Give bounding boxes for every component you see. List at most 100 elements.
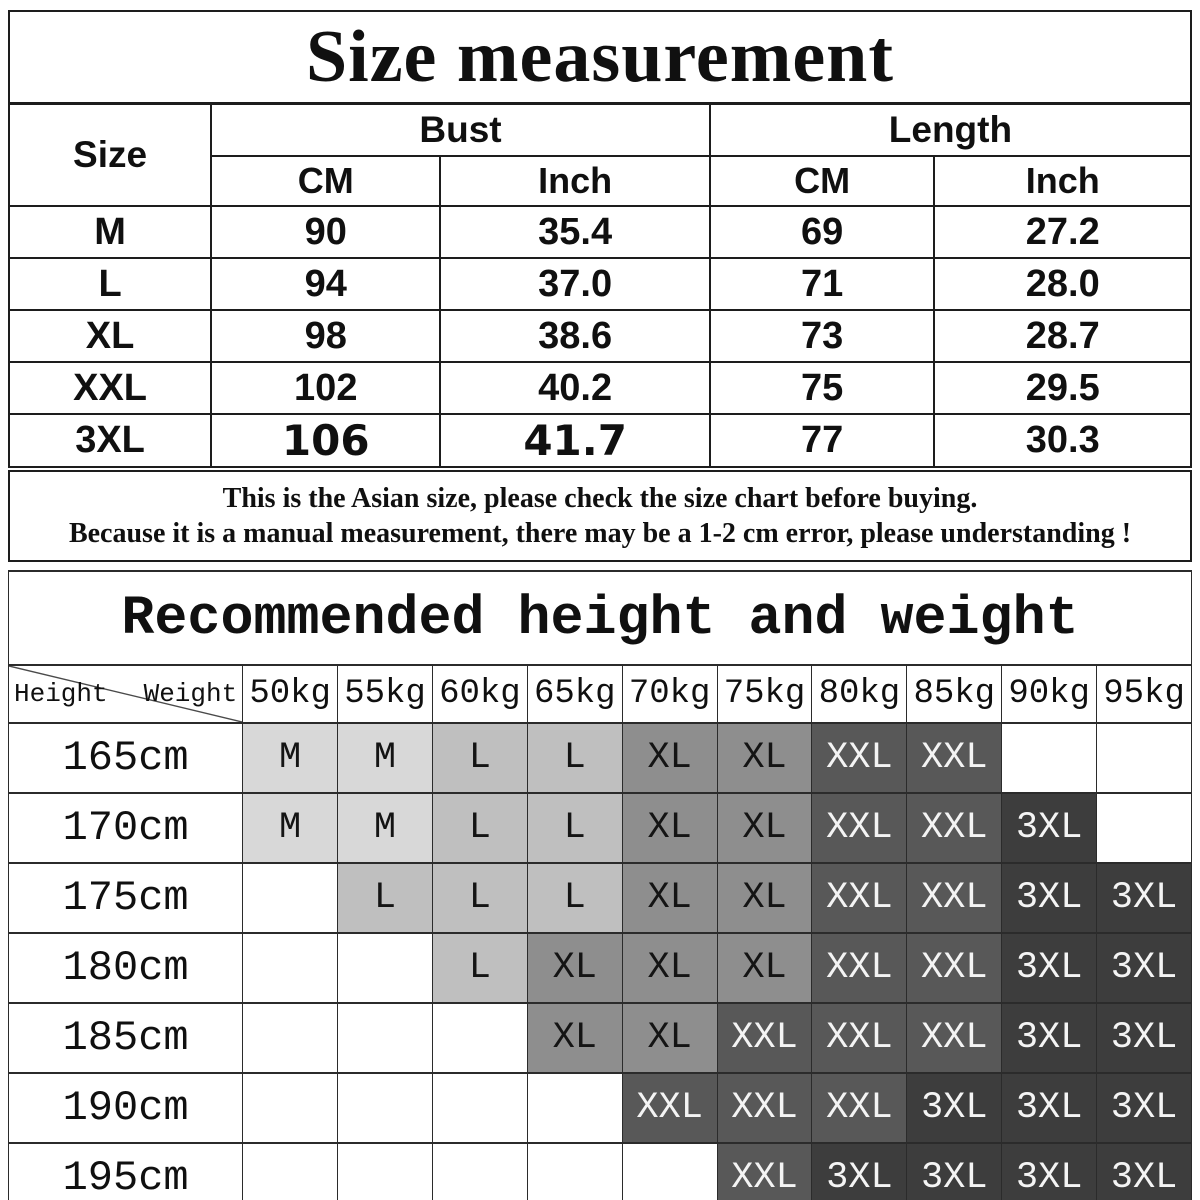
matrix-empty-cell bbox=[337, 1142, 433, 1200]
measurement-value-cell: 28.7 bbox=[933, 309, 1192, 363]
header-row-units: CM Inch CM Inch bbox=[9, 155, 1192, 207]
matrix-empty-cell bbox=[337, 932, 433, 1004]
matrix-size-cell: XXL bbox=[906, 932, 1003, 1004]
size-label-cell: 3XL bbox=[7, 413, 213, 468]
matrix-empty-cell bbox=[526, 1072, 623, 1144]
matrix-size-cell: XXL bbox=[716, 1142, 813, 1200]
size-table-row: M 90 35.4 69 27.2 bbox=[7, 205, 1192, 259]
measurement-value-cell: 75 bbox=[708, 361, 936, 415]
measurement-value-cell: 41.7 bbox=[439, 413, 711, 468]
matrix-size-cell: M bbox=[242, 792, 339, 864]
matrix-size-cell: XXL bbox=[906, 1002, 1003, 1074]
matrix-empty-cell bbox=[1096, 722, 1192, 794]
bust-cm-subheader: CM bbox=[210, 155, 442, 207]
matrix-size-cell: M bbox=[242, 722, 339, 794]
size-table-row: L 94 37.0 71 28.0 bbox=[7, 257, 1192, 311]
measurement-value-cell: 30.3 bbox=[933, 413, 1192, 468]
measurement-value-cell: 98 bbox=[210, 309, 442, 363]
matrix-row: 175cm L L L XL XL XXL XXL 3XL 3XL bbox=[7, 862, 1192, 934]
height-label-cell: 175cm bbox=[7, 862, 244, 934]
recommended-title-row: Recommended height and weight bbox=[8, 570, 1192, 666]
length-inch-subheader: Inch bbox=[933, 155, 1192, 207]
matrix-size-cell: XL bbox=[716, 722, 813, 794]
header-row-groups: Size Bust Length bbox=[7, 102, 1193, 207]
matrix-size-cell: 3XL bbox=[1096, 1072, 1192, 1144]
measurement-value-cell: 69 bbox=[708, 205, 936, 259]
matrix-size-cell: XXL bbox=[716, 1002, 813, 1074]
size-table-row: XL 98 38.6 73 28.7 bbox=[7, 309, 1192, 363]
matrix-empty-cell bbox=[242, 862, 339, 934]
matrix-empty-cell bbox=[431, 1072, 528, 1144]
matrix-size-cell: XL bbox=[716, 862, 813, 934]
matrix-size-cell: 3XL bbox=[1096, 932, 1192, 1004]
matrix-size-cell: XL bbox=[526, 932, 623, 1004]
matrix-row: 195cm XXL 3XL 3XL 3XL 3XL bbox=[7, 1142, 1192, 1200]
measurement-value-cell: 106 bbox=[210, 413, 442, 468]
height-weight-corner-cell: Height Weight bbox=[7, 664, 244, 724]
matrix-size-cell: L bbox=[526, 722, 623, 794]
matrix-size-cell: XL bbox=[621, 722, 718, 794]
title-row: Size measurement bbox=[8, 10, 1192, 105]
matrix-size-cell: XXL bbox=[811, 862, 908, 934]
matrix-size-cell: XXL bbox=[906, 792, 1003, 864]
matrix-size-cell: 3XL bbox=[1096, 1142, 1192, 1200]
matrix-size-cell: XXL bbox=[906, 862, 1003, 934]
size-label-cell: L bbox=[7, 257, 213, 311]
matrix-size-cell: L bbox=[431, 862, 528, 934]
matrix-size-cell: XXL bbox=[811, 932, 908, 1004]
matrix-row: 170cm M M L L XL XL XXL XXL 3XL bbox=[7, 792, 1192, 864]
matrix-size-cell: XL bbox=[621, 932, 718, 1004]
height-label-cell: 185cm bbox=[7, 1002, 244, 1074]
matrix-size-cell: 3XL bbox=[1001, 1142, 1098, 1200]
weight-header-cell: 90kg bbox=[1001, 664, 1098, 724]
matrix-row: 185cm XL XL XXL XXL XXL 3XL 3XL bbox=[7, 1002, 1192, 1074]
matrix-size-cell: XXL bbox=[811, 1072, 908, 1144]
height-label-cell: 190cm bbox=[7, 1072, 244, 1144]
matrix-size-cell: M bbox=[337, 722, 433, 794]
matrix-size-cell: L bbox=[431, 932, 528, 1004]
matrix-size-cell: 3XL bbox=[906, 1142, 1003, 1200]
matrix-empty-cell bbox=[242, 1002, 339, 1074]
matrix-size-cell: L bbox=[526, 862, 623, 934]
matrix-size-cell: 3XL bbox=[1001, 792, 1098, 864]
matrix-size-cell: XL bbox=[621, 862, 718, 934]
matrix-empty-cell bbox=[431, 1142, 528, 1200]
weight-header-cell: 65kg bbox=[526, 664, 623, 724]
weight-header-cell: 85kg bbox=[906, 664, 1003, 724]
length-cm-subheader: CM bbox=[708, 155, 936, 207]
measurement-value-cell: 73 bbox=[708, 309, 936, 363]
measurement-value-cell: 28.0 bbox=[933, 257, 1192, 311]
height-label-cell: 195cm bbox=[7, 1142, 244, 1200]
matrix-size-cell: XL bbox=[716, 792, 813, 864]
size-measurement-table: Size measurement Size Bust Length CM Inc… bbox=[7, 10, 1193, 468]
recommended-title: Recommended height and weight bbox=[8, 570, 1192, 666]
matrix-size-cell: XL bbox=[621, 792, 718, 864]
matrix-empty-cell bbox=[526, 1142, 623, 1200]
height-label-cell: 165cm bbox=[7, 722, 244, 794]
height-axis-label: Height bbox=[14, 679, 108, 709]
matrix-size-cell: L bbox=[526, 792, 623, 864]
matrix-row: 190cm XXL XXL XXL 3XL 3XL 3XL bbox=[7, 1072, 1192, 1144]
matrix-size-cell: 3XL bbox=[1096, 1002, 1192, 1074]
measurement-value-cell: 35.4 bbox=[439, 205, 711, 259]
matrix-size-cell: XXL bbox=[621, 1072, 718, 1144]
corner-labels: Height Weight bbox=[10, 679, 242, 709]
matrix-size-cell: XXL bbox=[906, 722, 1003, 794]
matrix-size-cell: XL bbox=[526, 1002, 623, 1074]
size-label-cell: M bbox=[7, 205, 213, 259]
height-label-cell: 170cm bbox=[7, 792, 244, 864]
weight-header-cell: 95kg bbox=[1096, 664, 1192, 724]
matrix-size-cell: 3XL bbox=[1096, 862, 1192, 934]
matrix-size-cell: XL bbox=[716, 932, 813, 1004]
matrix-empty-cell bbox=[242, 932, 339, 1004]
size-label-cell: XL bbox=[7, 309, 213, 363]
matrix-size-cell: 3XL bbox=[906, 1072, 1003, 1144]
note-box: This is the Asian size, please check the… bbox=[8, 470, 1192, 562]
matrix-row: 165cm M M L L XL XL XXL XXL bbox=[7, 722, 1192, 794]
measurement-value-cell: 71 bbox=[708, 257, 936, 311]
matrix-size-cell: XL bbox=[621, 1002, 718, 1074]
weight-header-cell: 75kg bbox=[716, 664, 813, 724]
size-table-row: XXL 102 40.2 75 29.5 bbox=[7, 361, 1192, 415]
matrix-size-cell: XXL bbox=[811, 722, 908, 794]
